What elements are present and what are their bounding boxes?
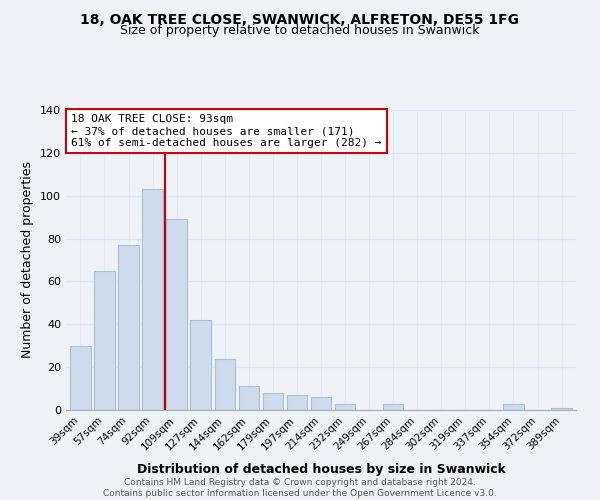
Bar bbox=[190, 320, 211, 410]
Text: 18, OAK TREE CLOSE, SWANWICK, ALFRETON, DE55 1FG: 18, OAK TREE CLOSE, SWANWICK, ALFRETON, … bbox=[80, 12, 520, 26]
Bar bbox=[70, 346, 91, 410]
Bar bbox=[118, 245, 139, 410]
Bar bbox=[215, 358, 235, 410]
Text: 18 OAK TREE CLOSE: 93sqm
← 37% of detached houses are smaller (171)
61% of semi-: 18 OAK TREE CLOSE: 93sqm ← 37% of detach… bbox=[71, 114, 382, 148]
Bar bbox=[503, 404, 524, 410]
Text: Size of property relative to detached houses in Swanwick: Size of property relative to detached ho… bbox=[120, 24, 480, 37]
Bar bbox=[263, 393, 283, 410]
Bar bbox=[311, 397, 331, 410]
Bar bbox=[383, 404, 403, 410]
Bar bbox=[239, 386, 259, 410]
Bar bbox=[166, 220, 187, 410]
Text: Contains HM Land Registry data © Crown copyright and database right 2024.
Contai: Contains HM Land Registry data © Crown c… bbox=[103, 478, 497, 498]
Bar bbox=[142, 190, 163, 410]
Bar bbox=[551, 408, 572, 410]
Bar bbox=[94, 270, 115, 410]
X-axis label: Distribution of detached houses by size in Swanwick: Distribution of detached houses by size … bbox=[137, 463, 505, 476]
Bar bbox=[287, 395, 307, 410]
Y-axis label: Number of detached properties: Number of detached properties bbox=[22, 162, 34, 358]
Bar bbox=[335, 404, 355, 410]
